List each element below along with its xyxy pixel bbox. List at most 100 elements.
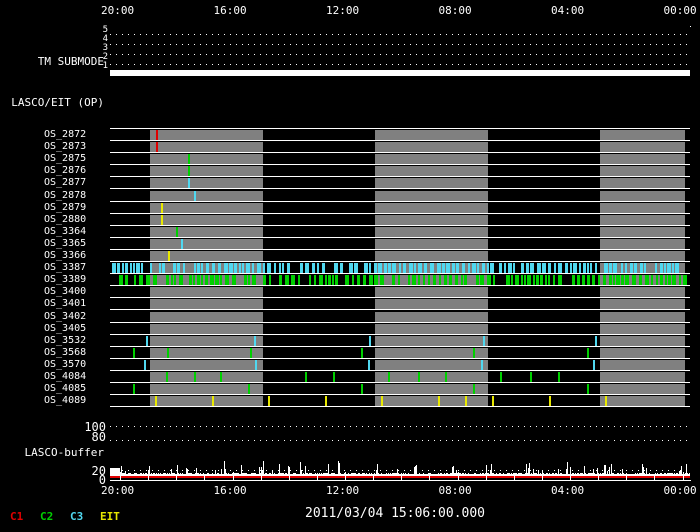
buffer-sample bbox=[384, 474, 385, 476]
buffer-sample bbox=[403, 473, 404, 476]
buffer-sample bbox=[142, 474, 143, 476]
buffer-sample bbox=[318, 474, 319, 476]
buffer-sample bbox=[610, 474, 611, 476]
buffer-sample bbox=[276, 474, 277, 476]
buffer-sample bbox=[437, 474, 438, 476]
buffer-sample bbox=[324, 473, 325, 476]
buffer-sample bbox=[226, 473, 227, 476]
os-activity-mark bbox=[513, 263, 515, 273]
major-tick bbox=[120, 472, 121, 480]
major-tick bbox=[233, 472, 234, 480]
os-activity-mark bbox=[639, 275, 642, 285]
os-activity-mark bbox=[252, 263, 254, 273]
buffer-sample bbox=[562, 474, 563, 476]
buffer-sample bbox=[270, 473, 271, 476]
minor-tick bbox=[598, 475, 599, 480]
buffer-sample bbox=[351, 473, 352, 476]
os-activity-mark bbox=[285, 275, 289, 285]
os-activity-mark bbox=[487, 263, 489, 273]
buffer-sample bbox=[656, 474, 657, 476]
buffer-sample bbox=[238, 473, 239, 476]
orbit-band bbox=[375, 191, 488, 201]
buffer-sample bbox=[416, 465, 417, 476]
buffer-sample bbox=[617, 473, 618, 476]
os-activity-mark bbox=[119, 275, 123, 285]
tm-submode-ytick: 5 bbox=[102, 25, 108, 35]
lasco-buffer-ytick: 20 bbox=[91, 464, 106, 478]
buffer-sample bbox=[632, 474, 633, 476]
buffer-sample bbox=[134, 473, 135, 476]
os-activity-mark bbox=[368, 360, 370, 370]
buffer-sample bbox=[604, 465, 605, 476]
buffer-sample bbox=[261, 467, 262, 476]
os-activity-mark bbox=[287, 263, 290, 273]
buffer-sample bbox=[259, 467, 260, 476]
minor-tick bbox=[148, 475, 149, 480]
os-activity-mark bbox=[634, 263, 637, 273]
os-activity-mark bbox=[205, 275, 208, 285]
time-tick-label: 00:00 bbox=[663, 484, 697, 497]
buffer-sample bbox=[307, 473, 308, 476]
buffer-sample bbox=[662, 474, 663, 476]
buffer-sample bbox=[396, 473, 397, 476]
buffer-sample bbox=[647, 474, 648, 476]
os-activity-mark bbox=[655, 263, 657, 273]
buffer-sample bbox=[222, 474, 223, 476]
os-row-separator bbox=[110, 394, 690, 395]
buffer-sample bbox=[127, 474, 128, 476]
buffer-sample bbox=[491, 464, 492, 476]
buffer-sample bbox=[603, 473, 604, 476]
orbit-band bbox=[375, 215, 488, 225]
buffer-sample bbox=[309, 473, 310, 476]
os-activity-mark bbox=[530, 263, 534, 273]
buffer-sample bbox=[471, 474, 472, 476]
buffer-initial-block bbox=[110, 468, 120, 476]
os-activity-mark bbox=[452, 263, 455, 273]
buffer-sample bbox=[607, 471, 608, 476]
os-row-separator bbox=[110, 164, 690, 165]
buffer-sample bbox=[410, 474, 411, 476]
buffer-sample bbox=[661, 473, 662, 476]
os-activity-mark bbox=[183, 263, 185, 273]
buffer-sample bbox=[253, 473, 254, 476]
buffer-sample bbox=[423, 473, 424, 476]
os-activity-mark bbox=[558, 372, 560, 382]
buffer-sample bbox=[209, 474, 210, 476]
buffer-sample bbox=[424, 474, 425, 476]
os-activity-mark bbox=[651, 275, 653, 285]
orbit-band bbox=[150, 384, 263, 394]
buffer-sample bbox=[366, 473, 367, 476]
os-activity-mark bbox=[212, 396, 214, 406]
buffer-sample bbox=[344, 473, 345, 476]
time-tick-label: 08:00 bbox=[438, 4, 472, 17]
buffer-sample bbox=[674, 473, 675, 476]
timestamp: 2011/03/04 15:06:00.000 bbox=[305, 506, 486, 521]
os-activity-mark bbox=[683, 275, 687, 285]
buffer-sample bbox=[465, 473, 466, 476]
buffer-sample bbox=[187, 469, 188, 476]
buffer-sample bbox=[577, 473, 578, 476]
buffer-sample bbox=[215, 470, 216, 476]
buffer-sample bbox=[189, 473, 190, 476]
lasco-buffer-panel bbox=[110, 420, 690, 480]
buffer-sample bbox=[353, 473, 354, 476]
buffer-sample bbox=[164, 473, 165, 476]
os-activity-mark bbox=[174, 275, 176, 285]
buffer-sample bbox=[559, 474, 560, 476]
buffer-sample bbox=[332, 473, 333, 476]
buffer-sample bbox=[227, 474, 228, 476]
os-row-track bbox=[110, 203, 690, 213]
orbit-band bbox=[375, 239, 488, 249]
buffer-sample bbox=[346, 474, 347, 476]
os-activity-mark bbox=[220, 372, 222, 382]
os-activity-mark bbox=[630, 263, 633, 273]
buffer-sample bbox=[385, 474, 386, 476]
buffer-sample bbox=[442, 474, 443, 476]
os-activity-mark bbox=[613, 275, 615, 285]
os-activity-mark bbox=[577, 275, 580, 285]
buffer-sample bbox=[689, 473, 690, 476]
buffer-sample bbox=[536, 473, 537, 476]
os-row-track bbox=[110, 348, 690, 358]
os-activity-mark bbox=[317, 263, 319, 273]
buffer-sample bbox=[220, 474, 221, 476]
